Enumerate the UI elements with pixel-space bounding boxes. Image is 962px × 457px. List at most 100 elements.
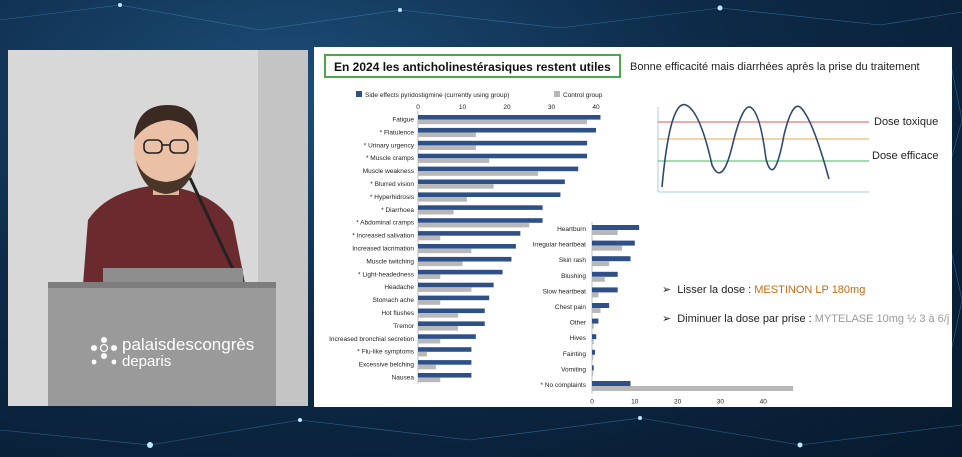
category-label: Excessive belching xyxy=(359,362,415,369)
x-tick-label: 10 xyxy=(459,104,467,111)
category-label: Heartburn xyxy=(557,226,586,233)
bar-control xyxy=(418,119,588,125)
bar-control xyxy=(418,132,476,138)
presentation-slide: En 2024 les anticholinestérasiques reste… xyxy=(314,47,952,407)
x-tick-label: 10 xyxy=(631,399,639,406)
bar-pyridostigmine xyxy=(418,166,579,172)
x-tick-label: 40 xyxy=(592,104,600,111)
bar-control xyxy=(418,364,436,370)
dose-efficace-label: Dose efficace xyxy=(872,150,939,162)
category-label: * Abdominal cramps xyxy=(356,220,415,227)
bar-control xyxy=(592,339,594,345)
glasses-icon xyxy=(143,139,189,154)
category-label: Hives xyxy=(570,335,587,342)
bar-control xyxy=(418,158,490,163)
legend-label-pyridostigmine: Side effects pyridostigmine (currently u… xyxy=(365,92,509,99)
bar-control xyxy=(418,351,427,357)
bullet-diminuer-dose: ➢ Diminuer la dose par prise : MYTELASE 1… xyxy=(662,313,950,325)
mytelase-highlight: MYTELASE 10mg ½ 3 à 6/j xyxy=(814,313,950,325)
bar-pyridostigmine xyxy=(592,303,610,308)
chart-side-effects-secondary: 0 10 20 30 40 Heartburn Irregular heartbeat Ski… xyxy=(533,222,794,406)
bar-control xyxy=(592,276,605,282)
bar-pyridostigmine xyxy=(418,218,543,223)
bar-pyridostigmine xyxy=(592,240,635,246)
x-tick-label: 20 xyxy=(674,399,682,406)
speaker-scene: palaisdescongrès deparis xyxy=(8,50,308,406)
bar-pyridostigmine xyxy=(418,244,516,249)
slide-charts: Side effects pyridostigmine (currently u… xyxy=(329,91,869,406)
bar-control xyxy=(418,235,441,241)
category-label: Blushing xyxy=(561,273,586,280)
dose-toxique-label: Dose toxique xyxy=(874,116,939,128)
bar-pyridostigmine xyxy=(418,115,601,120)
category-label: Tremor xyxy=(393,323,415,330)
bar-pyridostigmine xyxy=(418,360,472,365)
venue-logo-line2: deparis xyxy=(122,353,171,370)
x-tick-label: 30 xyxy=(717,399,725,406)
bar-control xyxy=(418,287,472,292)
bar-pyridostigmine xyxy=(592,318,599,324)
x-tick-label: 30 xyxy=(548,104,556,111)
bar-control xyxy=(592,261,610,267)
mestinon-highlight: MESTINON LP 180mg xyxy=(754,284,866,296)
concentration-curve xyxy=(661,103,830,188)
category-label: * No complaints xyxy=(540,382,586,389)
bar-control xyxy=(418,145,476,150)
bar-control xyxy=(418,300,441,305)
category-label: Increased bronchial secretion xyxy=(329,336,414,343)
bar-control xyxy=(418,184,494,189)
bar-pyridostigmine xyxy=(592,381,631,386)
category-label: Muscle weakness xyxy=(363,168,415,175)
dose-curve-diagram xyxy=(657,103,869,193)
x-tick-label: 0 xyxy=(590,399,594,406)
bar-pyridostigmine xyxy=(592,365,594,371)
bar-pyridostigmine xyxy=(418,179,565,185)
bar-pyridostigmine xyxy=(418,321,485,326)
bar-pyridostigmine xyxy=(418,295,490,301)
bar-control xyxy=(418,261,463,267)
bar-pyridostigmine xyxy=(592,349,595,355)
bar-pyridostigmine xyxy=(592,256,631,262)
category-label: Muscle twitching xyxy=(366,258,414,265)
bar-control xyxy=(592,323,594,329)
bar-pyridostigmine xyxy=(418,282,494,288)
bar-pyridostigmine xyxy=(418,269,503,275)
bar-control xyxy=(418,171,539,176)
bar-control xyxy=(418,377,441,383)
bar-control xyxy=(592,292,599,298)
bar-control xyxy=(418,313,459,318)
bar-pyridostigmine xyxy=(418,308,485,314)
bar-control xyxy=(592,386,794,391)
slide-subtitle: Bonne efficacité mais diarrhées après la… xyxy=(630,61,920,73)
bar-control xyxy=(418,338,441,344)
category-label: * Flatulence xyxy=(380,129,415,136)
microphone-icon xyxy=(188,177,240,281)
category-label: Nausea xyxy=(392,375,415,382)
category-label: * Increased salivation xyxy=(352,233,414,240)
speaker-video: palaisdescongrès deparis xyxy=(8,50,308,406)
x-tick-label: 20 xyxy=(503,104,511,111)
bar-pyridostigmine xyxy=(418,373,472,378)
category-label: * Urinary urgency xyxy=(364,142,415,149)
category-label: * Flu-like symptoms xyxy=(357,349,414,356)
bar-pyridostigmine xyxy=(418,231,521,236)
x-tick-label: 0 xyxy=(416,104,420,111)
chart-side-effects-main: Side effects pyridostigmine (currently u… xyxy=(329,91,603,384)
bar-pyridostigmine xyxy=(418,192,561,197)
bar-control xyxy=(592,230,618,235)
venue-logo-line1: palaisdescongrès xyxy=(122,335,254,354)
category-label: Hot flushes xyxy=(381,310,414,317)
x-tick-label: 40 xyxy=(760,399,768,406)
bar-control xyxy=(592,370,594,376)
podium xyxy=(48,282,276,406)
legend-swatch-control xyxy=(554,91,560,97)
category-label: * Diarrhoea xyxy=(381,207,414,214)
category-label: Chest pain xyxy=(555,304,586,311)
legend-label-control: Control group xyxy=(563,92,603,99)
category-label: Increased lacrimation xyxy=(352,246,414,253)
bar-pyridostigmine xyxy=(418,153,588,159)
category-label: * Muscle cramps xyxy=(366,155,415,162)
category-label: * Light-headedness xyxy=(358,271,415,278)
category-label: Slow heartbeat xyxy=(543,288,587,295)
bar-control xyxy=(418,248,472,254)
